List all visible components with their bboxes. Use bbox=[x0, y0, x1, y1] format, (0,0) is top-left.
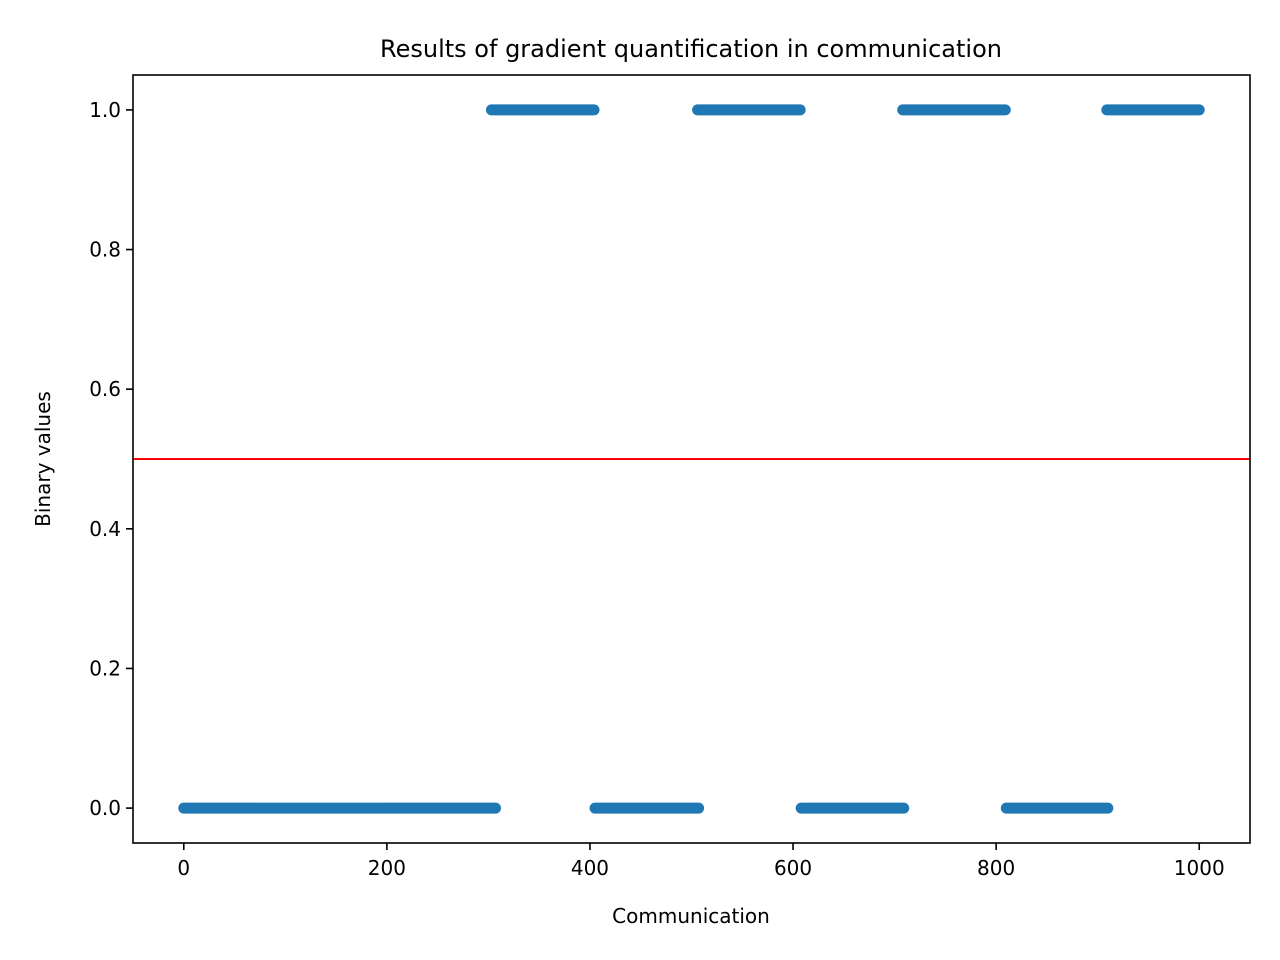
marks-layer bbox=[133, 104, 1250, 814]
x-tick-label: 400 bbox=[571, 856, 609, 880]
y-tick-label: 0.8 bbox=[89, 238, 121, 262]
x-tick-label: 0 bbox=[177, 856, 190, 880]
y-tick-label: 1.0 bbox=[89, 98, 121, 122]
x-tick-label: 600 bbox=[774, 856, 812, 880]
plot-frame bbox=[132, 74, 1251, 844]
y-tick-label: 0.4 bbox=[89, 517, 121, 541]
y-tick-label: 0.0 bbox=[89, 796, 121, 820]
x-tick-label: 800 bbox=[977, 856, 1015, 880]
x-tick-label: 200 bbox=[368, 856, 406, 880]
x-tick-label: 1000 bbox=[1174, 856, 1225, 880]
y-axis-label: Binary values bbox=[31, 391, 55, 527]
y-tick-label: 0.2 bbox=[89, 656, 121, 680]
chart-title: Results of gradient quantification in co… bbox=[380, 35, 1002, 63]
x-axis-label: Communication bbox=[612, 904, 770, 928]
y-tick-label: 0.6 bbox=[89, 377, 121, 401]
ticks-layer: 0 200 400 600 800 1000 0.0 0.2 0.4 0.6 0.8 1.0 bbox=[89, 98, 1224, 880]
